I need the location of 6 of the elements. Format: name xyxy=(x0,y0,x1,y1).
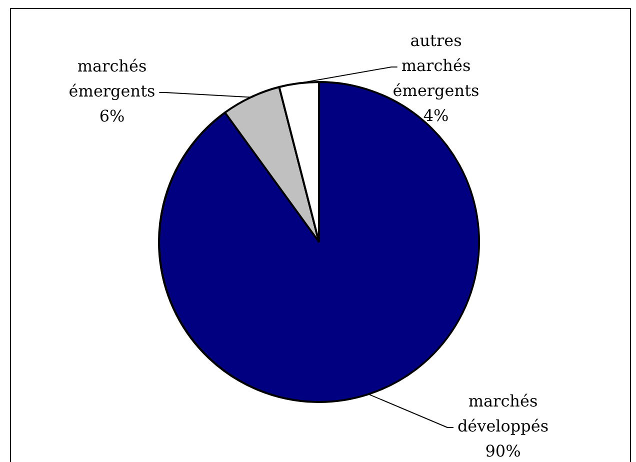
data-label: 4% xyxy=(423,106,449,126)
data-label: 90% xyxy=(485,442,521,461)
slice-label: marchés émergents xyxy=(68,56,156,101)
slice-label: autres marchés émergents xyxy=(392,31,480,100)
slice-label: marchés développés xyxy=(457,392,549,436)
data-label: 6% xyxy=(99,106,125,126)
